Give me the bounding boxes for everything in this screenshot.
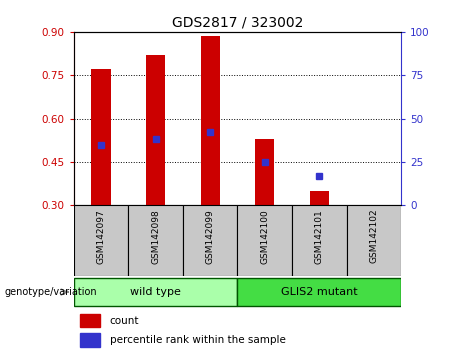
Text: count: count <box>110 316 139 326</box>
Bar <box>347 205 401 276</box>
Text: GLIS2 mutant: GLIS2 mutant <box>281 287 358 297</box>
Bar <box>146 55 165 205</box>
Text: percentile rank within the sample: percentile rank within the sample <box>110 335 286 345</box>
Text: GSM142097: GSM142097 <box>96 209 106 264</box>
Text: genotype/variation: genotype/variation <box>5 287 97 297</box>
Text: wild type: wild type <box>130 287 181 297</box>
Text: GSM142101: GSM142101 <box>315 209 324 264</box>
Bar <box>183 205 237 276</box>
Bar <box>128 205 183 276</box>
Bar <box>80 314 100 327</box>
Bar <box>292 205 347 276</box>
Text: GSM142099: GSM142099 <box>206 209 215 264</box>
Bar <box>310 191 329 205</box>
Bar <box>74 205 128 276</box>
Text: GSM142098: GSM142098 <box>151 209 160 264</box>
Bar <box>237 205 292 276</box>
Bar <box>201 36 220 205</box>
Title: GDS2817 / 323002: GDS2817 / 323002 <box>172 15 303 29</box>
Text: GSM142102: GSM142102 <box>369 209 378 263</box>
Bar <box>74 278 237 307</box>
Text: GSM142100: GSM142100 <box>260 209 269 264</box>
Bar <box>91 69 111 205</box>
Bar <box>80 333 100 347</box>
Bar <box>237 278 401 307</box>
Bar <box>255 139 274 205</box>
